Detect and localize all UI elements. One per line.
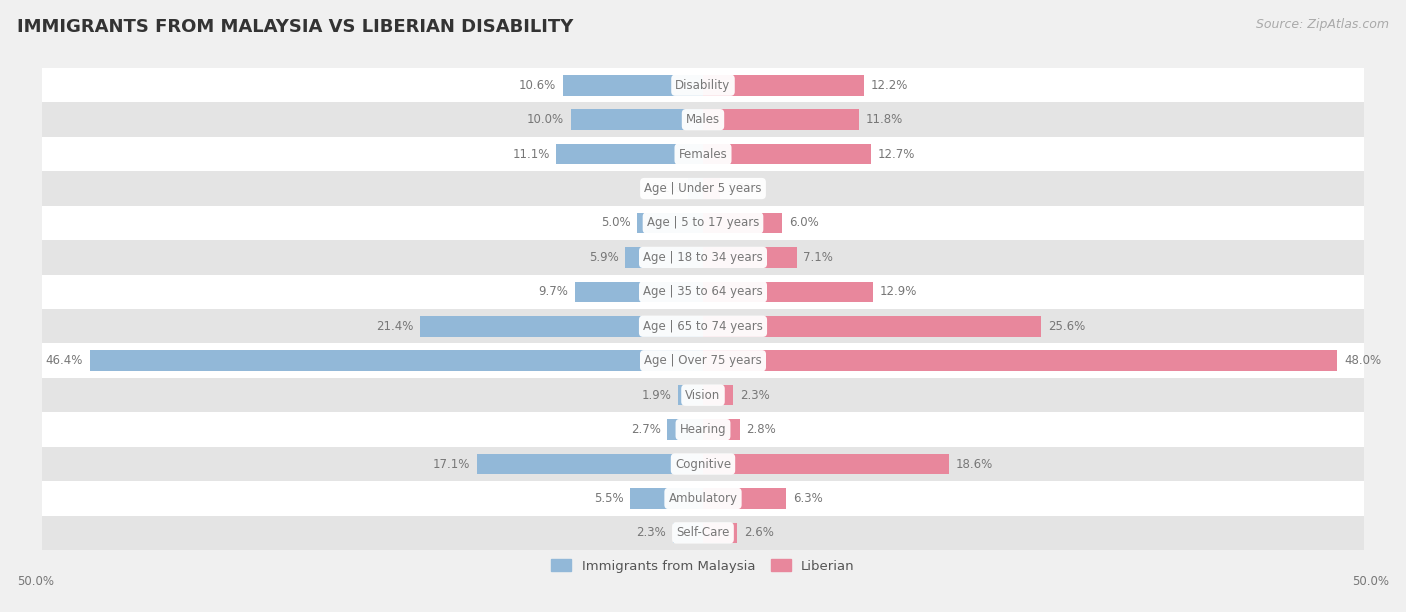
Text: 11.8%: 11.8%	[866, 113, 903, 126]
Bar	[703, 385, 734, 406]
Text: 50.0%: 50.0%	[17, 575, 53, 588]
Bar	[571, 110, 703, 130]
Text: 25.6%: 25.6%	[1047, 320, 1085, 333]
Bar	[672, 523, 703, 543]
Bar	[703, 144, 870, 165]
Bar	[42, 412, 1364, 447]
Text: 2.8%: 2.8%	[747, 423, 776, 436]
Text: 18.6%: 18.6%	[956, 458, 993, 471]
Bar	[703, 110, 859, 130]
Bar	[630, 488, 703, 509]
Text: 1.9%: 1.9%	[641, 389, 671, 401]
Bar	[42, 206, 1364, 240]
Text: Age | 35 to 64 years: Age | 35 to 64 years	[643, 285, 763, 298]
Bar	[42, 309, 1364, 343]
Text: Age | Over 75 years: Age | Over 75 years	[644, 354, 762, 367]
Text: 10.6%: 10.6%	[519, 79, 557, 92]
Bar	[678, 385, 703, 406]
Bar	[703, 75, 865, 95]
Bar	[626, 247, 703, 267]
Text: 17.1%: 17.1%	[433, 458, 471, 471]
Bar	[668, 419, 703, 440]
Text: 9.7%: 9.7%	[538, 285, 568, 298]
Text: 2.3%: 2.3%	[740, 389, 769, 401]
Bar	[703, 488, 786, 509]
Text: Ambulatory: Ambulatory	[668, 492, 738, 505]
Bar	[42, 240, 1364, 275]
Text: 21.4%: 21.4%	[377, 320, 413, 333]
Text: Age | 18 to 34 years: Age | 18 to 34 years	[643, 251, 763, 264]
Bar	[703, 419, 740, 440]
Text: 48.0%: 48.0%	[1344, 354, 1381, 367]
Bar	[703, 523, 737, 543]
Bar	[637, 212, 703, 233]
Bar	[42, 343, 1364, 378]
Bar	[689, 178, 703, 199]
Text: 2.7%: 2.7%	[631, 423, 661, 436]
Bar	[42, 68, 1364, 102]
Text: Females: Females	[679, 147, 727, 160]
Text: Source: ZipAtlas.com: Source: ZipAtlas.com	[1256, 18, 1389, 31]
Bar	[90, 351, 703, 371]
Text: 6.0%: 6.0%	[789, 217, 818, 230]
Text: 12.9%: 12.9%	[880, 285, 918, 298]
Text: Males: Males	[686, 113, 720, 126]
Text: Vision: Vision	[685, 389, 721, 401]
Bar	[420, 316, 703, 337]
Text: 1.1%: 1.1%	[652, 182, 682, 195]
Text: Self-Care: Self-Care	[676, 526, 730, 539]
Bar	[703, 282, 873, 302]
Text: 12.2%: 12.2%	[870, 79, 908, 92]
Bar	[703, 212, 782, 233]
Bar	[42, 171, 1364, 206]
Bar	[477, 453, 703, 474]
Text: 50.0%: 50.0%	[1353, 575, 1389, 588]
Bar	[703, 453, 949, 474]
Text: Age | 65 to 74 years: Age | 65 to 74 years	[643, 320, 763, 333]
Text: Hearing: Hearing	[679, 423, 727, 436]
Text: 5.5%: 5.5%	[595, 492, 624, 505]
Bar	[575, 282, 703, 302]
Bar	[42, 447, 1364, 481]
Text: Disability: Disability	[675, 79, 731, 92]
Text: 7.1%: 7.1%	[803, 251, 834, 264]
Text: 46.4%: 46.4%	[46, 354, 83, 367]
Text: 2.3%: 2.3%	[637, 526, 666, 539]
Text: 1.3%: 1.3%	[727, 182, 756, 195]
Text: 6.3%: 6.3%	[793, 492, 823, 505]
Bar	[42, 378, 1364, 412]
Bar	[42, 275, 1364, 309]
Text: 2.6%: 2.6%	[744, 526, 773, 539]
Text: Age | Under 5 years: Age | Under 5 years	[644, 182, 762, 195]
Text: 10.0%: 10.0%	[527, 113, 564, 126]
Text: 11.1%: 11.1%	[512, 147, 550, 160]
Text: 5.9%: 5.9%	[589, 251, 619, 264]
Bar	[703, 316, 1042, 337]
Bar	[703, 247, 797, 267]
Text: 5.0%: 5.0%	[600, 217, 630, 230]
Bar	[557, 144, 703, 165]
Text: Cognitive: Cognitive	[675, 458, 731, 471]
Bar	[42, 481, 1364, 516]
Text: IMMIGRANTS FROM MALAYSIA VS LIBERIAN DISABILITY: IMMIGRANTS FROM MALAYSIA VS LIBERIAN DIS…	[17, 18, 574, 36]
Bar	[42, 516, 1364, 550]
Bar	[703, 178, 720, 199]
Legend: Immigrants from Malaysia, Liberian: Immigrants from Malaysia, Liberian	[546, 554, 860, 578]
Bar	[42, 102, 1364, 137]
Bar	[703, 351, 1337, 371]
Bar	[42, 137, 1364, 171]
Text: Age | 5 to 17 years: Age | 5 to 17 years	[647, 217, 759, 230]
Bar	[562, 75, 703, 95]
Text: 12.7%: 12.7%	[877, 147, 915, 160]
